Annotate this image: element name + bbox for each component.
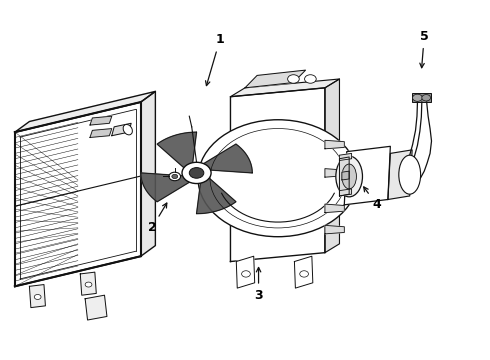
Circle shape — [85, 282, 92, 287]
Polygon shape — [85, 295, 107, 320]
Polygon shape — [388, 150, 412, 199]
Circle shape — [305, 75, 316, 83]
Polygon shape — [340, 189, 352, 196]
Polygon shape — [294, 256, 313, 288]
Polygon shape — [230, 79, 340, 97]
Polygon shape — [236, 256, 255, 288]
Polygon shape — [325, 79, 340, 253]
Circle shape — [182, 162, 211, 184]
Polygon shape — [157, 132, 196, 169]
Circle shape — [413, 94, 422, 101]
Circle shape — [242, 271, 250, 277]
Polygon shape — [325, 168, 344, 177]
Ellipse shape — [342, 164, 356, 189]
Polygon shape — [245, 70, 306, 88]
Text: 4: 4 — [364, 187, 381, 211]
Text: 2: 2 — [147, 203, 167, 234]
Polygon shape — [90, 129, 112, 138]
Polygon shape — [202, 144, 252, 173]
Polygon shape — [15, 91, 155, 132]
Polygon shape — [141, 91, 155, 256]
Circle shape — [422, 95, 431, 101]
Polygon shape — [29, 284, 46, 307]
Circle shape — [300, 271, 309, 277]
Circle shape — [288, 75, 299, 83]
Polygon shape — [340, 157, 349, 196]
Polygon shape — [340, 153, 352, 161]
Polygon shape — [196, 177, 236, 214]
Polygon shape — [141, 173, 192, 202]
Polygon shape — [342, 171, 349, 180]
Polygon shape — [80, 272, 96, 295]
Polygon shape — [230, 88, 325, 261]
Text: 1: 1 — [206, 33, 224, 86]
Polygon shape — [325, 225, 344, 234]
Ellipse shape — [399, 155, 420, 194]
Text: 5: 5 — [420, 30, 429, 68]
Circle shape — [172, 174, 178, 179]
Polygon shape — [344, 146, 391, 205]
Polygon shape — [325, 140, 344, 149]
Circle shape — [34, 294, 41, 300]
Circle shape — [169, 172, 181, 181]
Ellipse shape — [336, 156, 363, 197]
Circle shape — [198, 120, 358, 237]
Polygon shape — [325, 204, 344, 213]
Circle shape — [189, 168, 204, 178]
Bar — [412, 93, 431, 102]
Ellipse shape — [123, 125, 132, 135]
Polygon shape — [15, 102, 141, 286]
Text: 3: 3 — [254, 267, 263, 302]
Polygon shape — [90, 116, 112, 125]
Polygon shape — [112, 123, 131, 136]
